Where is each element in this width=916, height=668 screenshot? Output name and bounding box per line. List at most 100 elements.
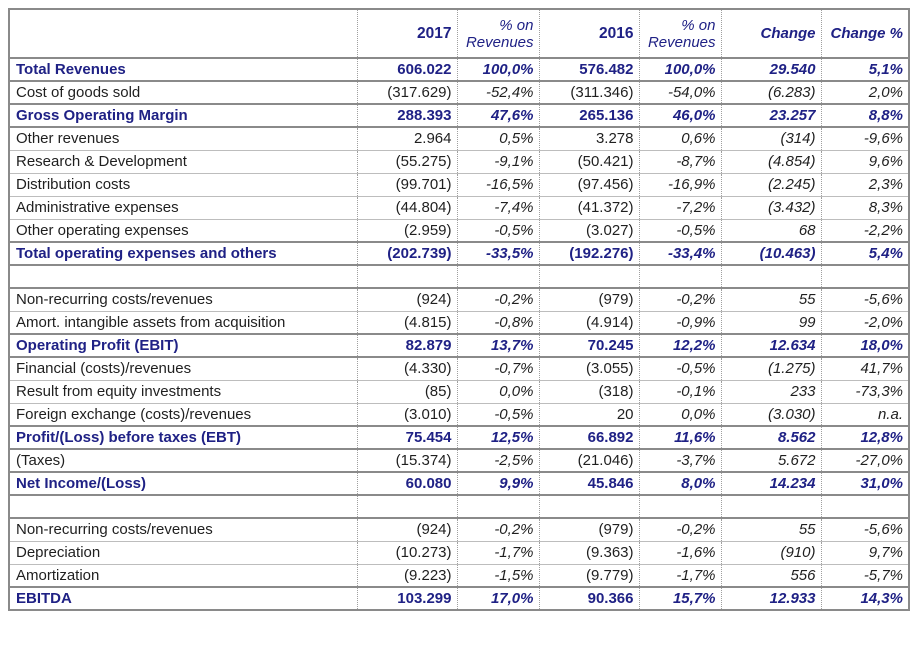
- pct-on-revenues-2016: [638, 494, 721, 518]
- pct-on-revenues-2017: 0,0%: [456, 379, 539, 403]
- spacer-row: [9, 264, 909, 288]
- change-value: [720, 264, 821, 288]
- value-2017: (15.374): [356, 448, 457, 472]
- pct-on-revenues-2016: 46,0%: [638, 103, 721, 127]
- table-row: Distribution costs (99.701) -16,5% (97.456)…: [9, 172, 909, 196]
- change-value: 12.634: [720, 333, 821, 357]
- pct-on-revenues-2016: -1,6%: [638, 540, 721, 564]
- change-value: (3.030): [720, 402, 821, 426]
- change-value: 8.562: [720, 425, 821, 449]
- value-2016: 265.136: [538, 103, 639, 127]
- pct-on-revenues-2016: -33,4%: [638, 241, 721, 265]
- value-2017: (202.739): [356, 241, 457, 265]
- income-statement-table: 2017 % on Revenues 2016 % on Revenues Ch…: [8, 8, 910, 611]
- value-2016: 90.366: [538, 586, 639, 610]
- row-label: Total operating expenses and others: [9, 241, 357, 265]
- pct-on-revenues-2016: 12,2%: [638, 333, 721, 357]
- row-label: Operating Profit (EBIT): [9, 333, 357, 357]
- change-value: 23.257: [720, 103, 821, 127]
- change-value: (3.432): [720, 195, 821, 219]
- change-percent: 8,3%: [820, 195, 909, 219]
- change-percent: -73,3%: [820, 379, 909, 403]
- change-percent: -2,0%: [820, 310, 909, 334]
- pct-on-revenues-2017: -0,7%: [456, 356, 539, 380]
- table-row: Research & Development (55.275) -9,1% (50.4…: [9, 149, 909, 173]
- change-percent: n.a.: [820, 402, 909, 426]
- pct-on-revenues-2017: 47,6%: [456, 103, 539, 127]
- pct-on-revenues-2016: -16,9%: [638, 172, 721, 196]
- change-percent: -5,6%: [820, 287, 909, 311]
- pct-on-revenues-2016: 8,0%: [638, 471, 721, 495]
- row-label: Non-recurring costs/revenues: [9, 287, 357, 311]
- row-label: Other operating expenses: [9, 218, 357, 242]
- total-row: Total operating expenses and others (202.…: [9, 241, 909, 265]
- pct-on-revenues-2017: [456, 494, 539, 518]
- pct-on-revenues-2016: -3,7%: [638, 448, 721, 472]
- column-header-2016: 2016: [538, 9, 639, 59]
- column-header-change-percent: Change %: [820, 9, 909, 59]
- pct-on-revenues-2016: -7,2%: [638, 195, 721, 219]
- value-2017: (10.273): [356, 540, 457, 564]
- change-value: 55: [720, 517, 821, 541]
- value-2016: 3.278: [538, 126, 639, 150]
- value-2017: (4.330): [356, 356, 457, 380]
- pct-on-revenues-2016: -0,2%: [638, 517, 721, 541]
- pct-on-revenues-2017: -52,4%: [456, 80, 539, 104]
- change-percent: -2,2%: [820, 218, 909, 242]
- change-percent: 18,0%: [820, 333, 909, 357]
- value-2017: (924): [356, 287, 457, 311]
- value-2016: (41.372): [538, 195, 639, 219]
- value-2016: (21.046): [538, 448, 639, 472]
- table-row: Non-recurring costs/revenues (924) -0,2% (9…: [9, 287, 909, 311]
- row-label: Distribution costs: [9, 172, 357, 196]
- row-label: Amort. intangible assets from acquisitio…: [9, 310, 357, 334]
- change-value: (314): [720, 126, 821, 150]
- value-2017: 288.393: [356, 103, 457, 127]
- pct-on-revenues-2017: -0,2%: [456, 287, 539, 311]
- value-2016: 66.892: [538, 425, 639, 449]
- pct-on-revenues-2017: 9,9%: [456, 471, 539, 495]
- value-2016: (97.456): [538, 172, 639, 196]
- row-label: Net Income/(Loss): [9, 471, 357, 495]
- pct-on-revenues-2016: -0,2%: [638, 287, 721, 311]
- value-2017: (4.815): [356, 310, 457, 334]
- pct-on-revenues-2017: -7,4%: [456, 195, 539, 219]
- change-percent: 9,6%: [820, 149, 909, 173]
- value-2016: 20: [538, 402, 639, 426]
- total-row: Total Revenues 606.022 100,0% 576.482 100,0%…: [9, 58, 909, 81]
- row-label: Other revenues: [9, 126, 357, 150]
- value-2017: (924): [356, 517, 457, 541]
- row-label: Financial (costs)/revenues: [9, 356, 357, 380]
- pct-on-revenues-2017: -16,5%: [456, 172, 539, 196]
- column-header-pct-on-revenues-2017: % on Revenues: [456, 9, 539, 59]
- value-2016: (311.346): [538, 80, 639, 104]
- value-2016: (50.421): [538, 149, 639, 173]
- value-2017: 2.964: [356, 126, 457, 150]
- table-row: Cost of goods sold (317.629) -52,4% (311.34…: [9, 80, 909, 104]
- row-label: Gross Operating Margin: [9, 103, 357, 127]
- value-2017: [356, 264, 457, 288]
- table-header: 2017 % on Revenues 2016 % on Revenues Ch…: [9, 9, 909, 59]
- total-row: Profit/(Loss) before taxes (EBT) 75.454 12…: [9, 425, 909, 449]
- value-2016: (192.276): [538, 241, 639, 265]
- pct-on-revenues-2017: -2,5%: [456, 448, 539, 472]
- value-2016: (3.027): [538, 218, 639, 242]
- change-value: (10.463): [720, 241, 821, 265]
- change-percent: -27,0%: [820, 448, 909, 472]
- value-2016: (318): [538, 379, 639, 403]
- pct-on-revenues-2016: -0,5%: [638, 356, 721, 380]
- column-header-pct-on-revenues-2016: % on Revenues: [638, 9, 721, 59]
- value-2017: 103.299: [356, 586, 457, 610]
- change-value: 68: [720, 218, 821, 242]
- total-row: Gross Operating Margin 288.393 47,6% 265.13…: [9, 103, 909, 127]
- row-label: Amortization: [9, 563, 357, 587]
- pct-on-revenues-2016: -0,9%: [638, 310, 721, 334]
- value-2016: (9.779): [538, 563, 639, 587]
- pct-on-revenues-2016: 15,7%: [638, 586, 721, 610]
- row-label: Cost of goods sold: [9, 80, 357, 104]
- value-2017: (2.959): [356, 218, 457, 242]
- value-2016: [538, 264, 639, 288]
- row-label: Profit/(Loss) before taxes (EBT): [9, 425, 357, 449]
- table-row: Financial (costs)/revenues (4.330) -0,7% (3…: [9, 356, 909, 380]
- value-2017: (55.275): [356, 149, 457, 173]
